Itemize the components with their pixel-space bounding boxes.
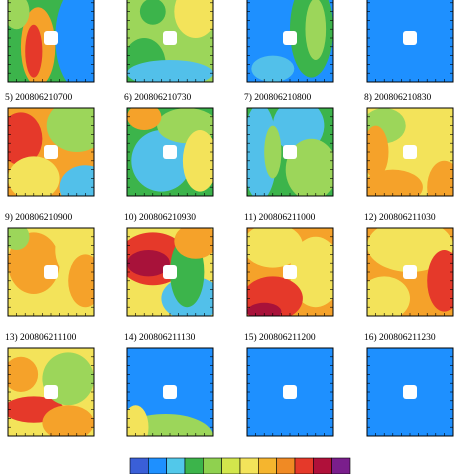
field-region	[174, 0, 213, 38]
panel-label: 6) 200806210730	[124, 92, 192, 103]
map-panel	[7, 0, 95, 83]
center-site	[283, 145, 297, 159]
center-site	[44, 145, 58, 159]
map-field	[367, 228, 453, 316]
field-region	[8, 156, 60, 196]
field-region	[264, 125, 282, 179]
colorbar-cell	[239, 457, 259, 474]
field-region	[127, 250, 170, 277]
map-panel	[7, 227, 95, 317]
colorbar-cell	[148, 457, 167, 474]
field-region	[139, 0, 166, 25]
center-site	[403, 31, 417, 45]
colorbar-cell	[276, 457, 296, 474]
panel-label: 14) 200806211130	[124, 332, 196, 343]
map-field	[367, 108, 453, 196]
field-region	[305, 0, 327, 60]
panel-label: 16) 200806211230	[364, 332, 436, 343]
colorbar-cell	[258, 457, 277, 474]
map-panel	[7, 107, 95, 197]
field-region	[247, 228, 303, 268]
center-site	[283, 31, 297, 45]
panel-label: 9) 200806210900	[5, 212, 73, 223]
field-region	[131, 130, 192, 192]
panel-label: 12) 200806211030	[364, 212, 436, 223]
field-region	[427, 250, 453, 312]
map-field	[247, 0, 333, 82]
field-region	[8, 112, 43, 166]
map-panel	[366, 0, 454, 83]
map-panel	[246, 347, 334, 437]
colorbar-cell	[203, 457, 222, 474]
panel-label: 15) 200806211200	[244, 332, 316, 343]
field-region	[25, 24, 43, 78]
map-panel	[366, 107, 454, 197]
field-region	[367, 125, 389, 179]
field-region	[42, 405, 94, 436]
field-region	[290, 236, 333, 308]
center-site	[403, 265, 417, 279]
map-panel	[246, 0, 334, 83]
field-region	[182, 130, 213, 192]
map-field	[127, 348, 213, 436]
panel-label: 13) 200806211100	[5, 332, 77, 343]
panel-label: 5) 200806210700	[5, 92, 73, 103]
map-panel	[126, 347, 214, 437]
panel-label: 11) 200806211000	[244, 212, 316, 223]
center-site	[163, 265, 177, 279]
field-region	[127, 60, 213, 82]
field-region	[174, 228, 213, 259]
map-panel	[366, 347, 454, 437]
field-region	[68, 254, 94, 308]
field-region	[367, 276, 410, 316]
field-region	[247, 302, 282, 316]
field-region	[285, 138, 333, 196]
map-field	[127, 0, 213, 82]
field-region	[59, 165, 94, 196]
colorbar-cell	[129, 457, 149, 474]
colorbar-cell	[221, 457, 241, 474]
field-region	[8, 0, 30, 30]
field-region	[55, 0, 94, 82]
panel-label: 10) 200806210930	[124, 212, 196, 223]
center-site	[163, 145, 177, 159]
field-region	[127, 108, 162, 130]
colorbar-cell	[294, 457, 314, 474]
center-site	[44, 265, 58, 279]
map-panel	[126, 0, 214, 83]
center-site	[403, 385, 417, 399]
field-region	[127, 405, 149, 436]
field-region	[46, 108, 94, 152]
center-site	[403, 145, 417, 159]
map-panel	[246, 227, 334, 317]
map-field	[8, 0, 94, 82]
center-site	[163, 31, 177, 45]
colorbar-cell	[313, 457, 332, 474]
center-site	[283, 385, 297, 399]
field-region	[251, 55, 295, 82]
center-site	[44, 31, 58, 45]
map-panel	[7, 347, 95, 437]
field-region	[367, 169, 423, 196]
panel-label: 8) 200806210830	[364, 92, 432, 103]
colorbar-cell	[166, 457, 186, 474]
map-panel	[126, 107, 214, 197]
field-region	[427, 160, 453, 196]
map-panel	[246, 107, 334, 197]
center-site	[163, 385, 177, 399]
field-region	[8, 356, 39, 392]
map-field	[247, 228, 333, 316]
field-region	[8, 228, 30, 250]
colorbar-cell	[331, 457, 351, 474]
center-site	[44, 385, 58, 399]
map-panel	[126, 227, 214, 317]
colorbar-cell	[184, 457, 204, 474]
center-site	[283, 265, 297, 279]
map-panel	[366, 227, 454, 317]
panel-label: 7) 200806210800	[244, 92, 312, 103]
field-region	[127, 414, 213, 436]
